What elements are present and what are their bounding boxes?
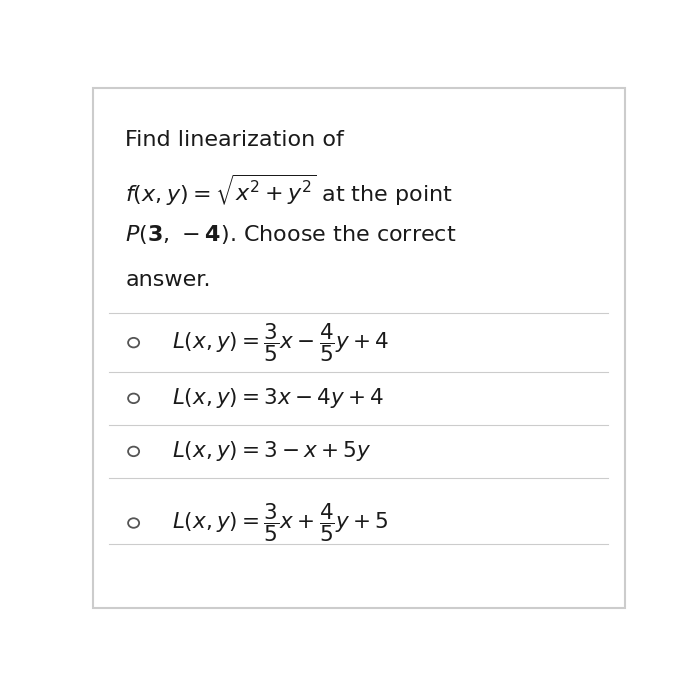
Text: $L(x, y) = 3 - x + 5y$: $L(x, y) = 3 - x + 5y$ — [172, 440, 371, 464]
Text: answer.: answer. — [125, 270, 211, 290]
FancyBboxPatch shape — [93, 88, 624, 608]
Text: $L(x, y) = 3x - 4y + 4$: $L(x, y) = 3x - 4y + 4$ — [172, 387, 384, 411]
Text: $P(\mathbf{3},\,-\mathbf{4})$. Choose the correct: $P(\mathbf{3},\,-\mathbf{4})$. Choose th… — [125, 223, 457, 246]
Text: $L(x, y) = \dfrac{3}{5}x + \dfrac{4}{5}y + 5$: $L(x, y) = \dfrac{3}{5}x + \dfrac{4}{5}y… — [172, 502, 388, 544]
Text: $L(x, y) = \dfrac{3}{5}x - \dfrac{4}{5}y + 4$: $L(x, y) = \dfrac{3}{5}x - \dfrac{4}{5}y… — [172, 321, 388, 364]
Text: $f(x, y) = \sqrt{x^{2} + y^{2}}$ at the point: $f(x, y) = \sqrt{x^{2} + y^{2}}$ at the … — [125, 173, 454, 208]
Text: Find linearization of: Find linearization of — [125, 130, 344, 150]
